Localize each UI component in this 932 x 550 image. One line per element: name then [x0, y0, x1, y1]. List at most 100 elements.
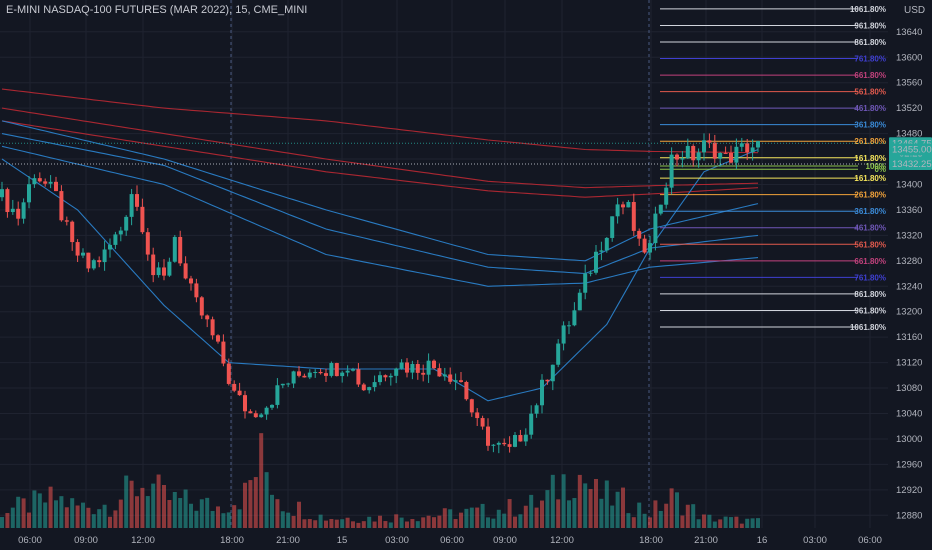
candle-body-133	[718, 152, 723, 159]
price-tick-7: 13360	[896, 205, 922, 216]
fib-upper-label-1: 961.80%	[854, 21, 886, 30]
candle-body-38	[205, 315, 210, 320]
moving-average-0	[1, 88, 759, 154]
volume-bar-77	[415, 521, 420, 528]
volume-bar-138	[745, 518, 750, 528]
volume-bar-39	[210, 510, 215, 528]
volume-bar-15	[81, 502, 85, 528]
candle-body-134	[723, 152, 728, 154]
volume-bar-2	[10, 507, 15, 528]
candle-body-33	[178, 236, 183, 264]
fib-upper-label-0: 1061.80%	[850, 5, 886, 14]
time-tick-4: 21:00	[276, 535, 300, 546]
volume-bar-43	[232, 505, 237, 528]
candle-body-94	[507, 444, 512, 447]
volume-bar-74	[399, 517, 404, 528]
volume-bar-127	[685, 504, 690, 528]
volume-bar-48	[259, 433, 264, 528]
candle-body-131	[707, 140, 712, 143]
candle-body-13	[70, 221, 75, 243]
candle-body-73	[394, 368, 399, 376]
candle-body-72	[388, 375, 393, 378]
candle-body-76	[410, 364, 415, 373]
fib-lower-label-4: 561.80%	[854, 240, 886, 249]
volume-bar-27	[145, 496, 150, 528]
price-tick-4: 13480	[896, 129, 922, 140]
candle-body-19	[102, 249, 107, 263]
volume-bar-20	[108, 516, 112, 528]
volume-bar-62	[334, 519, 339, 528]
volume-bar-34	[183, 489, 188, 528]
fibonacci-extension-levels[interactable]: 1061.80% 961.80% 861.80% 761.80% 661.80% 561.…	[660, 5, 886, 332]
volume-bar-129	[696, 519, 701, 528]
volume-bar-25	[135, 496, 139, 528]
candle-body-14	[75, 242, 80, 256]
volume-bar-22	[118, 499, 123, 528]
candle-body-139	[750, 147, 755, 153]
fib-upper-label-6: 461.80%	[854, 104, 886, 113]
volume-bar-128	[691, 504, 696, 528]
candle-body-4	[21, 202, 26, 219]
candle-body-67	[361, 384, 366, 391]
candle-body-43	[232, 383, 237, 391]
candle-body-47	[253, 413, 258, 418]
volume-bar-116	[626, 513, 631, 528]
volume-bar-124	[669, 488, 674, 528]
time-tick-12: 16	[757, 535, 768, 546]
candle-body-44	[237, 390, 242, 396]
candle-body-115	[621, 204, 625, 208]
price-tag-1	[889, 143, 932, 156]
volume-bar-78	[421, 517, 426, 528]
volume-bar-40	[216, 506, 220, 528]
candle-body-106	[572, 310, 577, 326]
candle-body-129	[696, 152, 701, 161]
volume-bar-112	[604, 480, 609, 528]
volume-bar-14	[75, 505, 80, 528]
volume-bar-68	[367, 516, 372, 528]
candle-body-126	[680, 158, 685, 160]
volume-bar-82	[442, 508, 447, 528]
candle-body-36	[194, 283, 199, 298]
volume-bar-67	[361, 521, 366, 528]
volume-bar-35	[189, 503, 193, 528]
volume-bar-9	[48, 486, 53, 528]
candle-body-77	[415, 364, 420, 373]
candle-body-92	[496, 442, 501, 445]
candle-body-119	[642, 238, 647, 253]
candle-body-114	[615, 204, 620, 217]
time-axis[interactable]: 06:00 09:00 12:00 18:00 21:00 15 03:00 06:00 09:…	[0, 528, 932, 550]
candle-body-34	[183, 263, 188, 279]
price-axis[interactable]: 1364013600135601352013480134401340013360…	[888, 0, 932, 550]
candle-body-125	[675, 154, 679, 160]
candle-body-30	[162, 267, 166, 276]
volume-bar-79	[426, 515, 431, 528]
candle-body-6	[32, 178, 37, 185]
price-tick-17: 12960	[896, 459, 922, 470]
price-tag-value-1: 13455.00	[892, 144, 932, 155]
candle-body-50	[270, 404, 274, 408]
price-tick-15: 13040	[896, 408, 922, 419]
candle-body-111	[599, 250, 604, 252]
candle-body-63	[340, 372, 345, 377]
price-tick-10: 13240	[896, 281, 922, 292]
candle-body-136	[734, 146, 739, 163]
volume-bar-7	[37, 493, 42, 528]
candle-body-108	[583, 273, 588, 293]
price-tick-11: 13200	[896, 307, 922, 318]
fib-upper-label-9: 161.80%	[854, 154, 886, 163]
candle-body-81	[437, 368, 442, 377]
fib-upper-label-8: 261.80%	[854, 137, 886, 146]
candle-body-127	[685, 145, 690, 159]
candle-body-109	[588, 272, 593, 274]
candlestick-series	[0, 133, 760, 454]
volume-bar-80	[432, 517, 436, 528]
volume-bar-140	[756, 518, 760, 528]
candle-body-37	[199, 297, 204, 316]
volume-bar-28	[151, 483, 156, 528]
candle-body-101	[545, 379, 550, 382]
candle-body-32	[172, 236, 177, 262]
candle-body-71	[383, 375, 388, 378]
candle-body-93	[502, 442, 507, 445]
volume-bar-61	[329, 519, 334, 528]
